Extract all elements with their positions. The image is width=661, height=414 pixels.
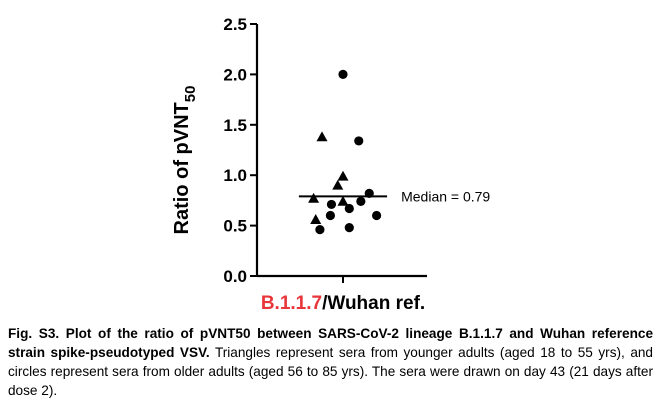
data-point-triangle	[316, 131, 328, 142]
data-point-triangle	[332, 179, 344, 190]
data-point-circle	[325, 210, 335, 221]
y-tick-label: 0.5	[223, 217, 247, 236]
y-axis-label-main: Ratio of pVNT	[171, 102, 193, 234]
x-axis-label-variant: B.1.1.7	[261, 293, 322, 314]
chart-axes: 0.0 0.5 1.0 1.5 2.0 2.5	[223, 15, 427, 286]
data-point-circle	[344, 223, 354, 233]
y-tick-label: 0.0	[223, 267, 247, 286]
figure-caption: Fig. S3. Plot of the ratio of pVNT50 bet…	[8, 324, 653, 400]
data-point-triangle	[310, 214, 322, 224]
x-axis-label: B.1.1.7/Wuhan ref.	[261, 293, 425, 314]
chart-marks	[298, 69, 388, 235]
data-point-circle	[338, 69, 348, 79]
data-point-circle	[344, 203, 354, 214]
y-tick-label: 1.0	[223, 166, 247, 185]
data-point-circle	[356, 196, 366, 207]
caption-bold: Fig. S3. Plot of the ratio of pVNT50 bet…	[8, 326, 653, 360]
scatter-chart: 0.0 0.5 1.0 1.5 2.0 2.5 Median = 0.79 Ratio o…	[171, 15, 490, 314]
data-point-circle	[315, 225, 325, 235]
y-axis-label: Ratio of pVNT50	[171, 86, 199, 235]
data-point-triangle	[308, 192, 320, 203]
y-tick-label: 2.5	[223, 15, 247, 34]
data-point-triangle	[337, 195, 349, 206]
caption-text: Triangles represent sera from younger ad…	[8, 345, 653, 398]
y-tick-label: 1.5	[223, 116, 247, 135]
data-point-circle	[372, 210, 382, 221]
data-point-triangle	[337, 170, 349, 181]
median-label: Median = 0.79	[401, 188, 490, 204]
x-axis-label-reference: /Wuhan ref.	[322, 293, 425, 314]
data-point-circle	[354, 136, 364, 146]
data-point-circle	[326, 199, 337, 210]
data-point-circle	[364, 188, 374, 198]
y-tick-label: 2.0	[223, 65, 247, 84]
y-axis-label-subscript: 50	[182, 86, 199, 103]
